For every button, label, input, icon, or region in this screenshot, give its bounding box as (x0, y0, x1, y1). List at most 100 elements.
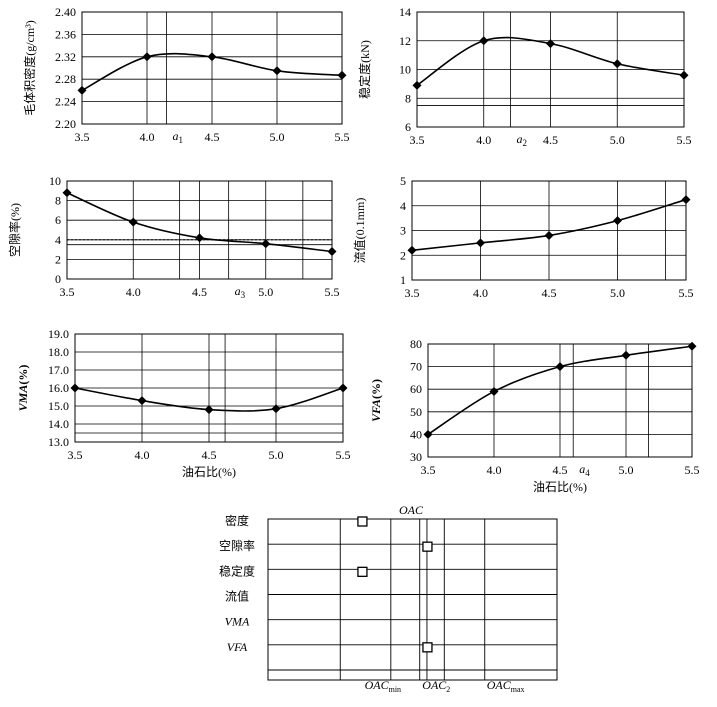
y-tick-label: 14 (399, 5, 411, 19)
marker-label: a2 (516, 132, 527, 148)
oac-row-label: VMA (225, 615, 250, 629)
data-point (476, 238, 485, 248)
y-axis-label: 流值(0.1mm) (352, 198, 367, 264)
y-axis-label: 空隙率(%) (7, 203, 22, 257)
data-point (271, 404, 281, 414)
y-tick-label: 2 (400, 248, 406, 262)
marker-label: a1 (173, 129, 184, 145)
oac-row-label: 空隙率 (219, 538, 255, 553)
y-tick-label: 2 (55, 252, 61, 266)
y-tick-label: 12 (399, 34, 411, 48)
data-point (338, 383, 348, 393)
x-tick-label: 4.5 (553, 463, 568, 477)
data-point (612, 59, 622, 69)
oac-range-box (422, 541, 433, 552)
x-tick-label: 4.5 (202, 448, 217, 462)
vma-chart: 13.0 14.0 15.0 16.0 17.0 18.0 19.0 3.5 4.0 4.5 5.0… (16, 327, 351, 479)
x-tick-label: 4.0 (487, 463, 502, 477)
data-point (195, 233, 204, 243)
oac-row-label: 流值 (225, 589, 249, 604)
data-point (204, 405, 214, 415)
oac-row-label: VFA (227, 640, 248, 654)
data-point (62, 188, 72, 198)
y-tick-label: 18.0 (48, 345, 69, 359)
x-tick-label: 5.0 (610, 133, 625, 147)
data-point (261, 239, 271, 249)
density-chart: 2.20 2.24 2.28 2.32 2.36 2.40 3.5 4.0 4.5 5.0 5.5 毛… (22, 5, 350, 145)
y-tick-label: 30 (410, 450, 422, 464)
oac-row-label: 稳定度 (219, 563, 255, 578)
y-axis-label: VFA(%) (369, 379, 383, 422)
x-tick-label: 4.5 (543, 133, 558, 147)
y-tick-label: 4 (55, 233, 61, 247)
y-tick-label: 40 (410, 427, 422, 441)
x-tick-label: 5.0 (270, 130, 285, 144)
oac-bottom-label: OAC2 (422, 678, 450, 694)
x-tick-label: 3.5 (75, 130, 90, 144)
y-tick-label: 15.0 (48, 399, 69, 413)
y-tick-label: 3 (400, 224, 406, 238)
data-point (423, 429, 433, 439)
x-tick-label: 4.0 (135, 448, 150, 462)
x-tick-label: 5.5 (335, 130, 350, 144)
data-point (272, 66, 282, 76)
x-tick-label: 3.5 (60, 285, 75, 299)
x-tick-label: 5.5 (325, 285, 340, 299)
stability-chart: 6 8 10 12 14 3.5 4.0 4.5 5.0 5.5 稳定度(kN) a2 (357, 5, 692, 148)
oac-row-label: 密度 (225, 513, 249, 528)
air-voids-chart: 0 2 4 6 8 10 3.5 4.0 4.5 5.0 5.5 空隙率(%) a3 (7, 174, 340, 300)
x-tick-label: 4.0 (126, 285, 141, 299)
y-tick-label: 2.32 (55, 50, 76, 64)
data-point (407, 245, 417, 255)
data-point (337, 70, 347, 80)
y-axis-label: VMA(%) (16, 365, 30, 412)
y-tick-label: 0 (55, 272, 61, 286)
y-axis-label: 稳定度(kN) (357, 40, 372, 99)
y-tick-label: 6 (55, 213, 61, 227)
table-frame (267, 518, 558, 681)
x-axis-label: 油石比(%) (182, 465, 236, 479)
y-tick-label: 2.28 (55, 72, 76, 86)
y-axis-label: 毛体积密度(g/cm³) (22, 20, 37, 116)
oac-range-box (422, 642, 433, 653)
data-point (207, 52, 217, 62)
y-tick-label: 80 (410, 337, 422, 351)
y-tick-label: 14.0 (48, 417, 69, 431)
x-tick-label: 5.0 (610, 286, 625, 300)
x-axis-label: 油石比(%) (533, 480, 587, 494)
x-tick-label: 4.5 (542, 286, 557, 300)
data-point (544, 230, 554, 240)
y-tick-label: 2.36 (55, 27, 76, 41)
y-tick-label: 2.40 (55, 5, 76, 19)
data-point (479, 36, 489, 46)
y-tick-label: 8 (55, 194, 61, 208)
y-tick-label: 4 (400, 199, 406, 213)
oac-range-box (357, 516, 368, 527)
x-tick-label: 5.0 (258, 285, 273, 299)
x-tick-label: 4.0 (473, 286, 488, 300)
data-point (128, 217, 138, 227)
y-tick-label: 50 (410, 405, 422, 419)
x-tick-label: 4.5 (205, 130, 220, 144)
data-point (679, 70, 689, 80)
y-tick-label: 8 (405, 91, 411, 105)
y-tick-label: 2.20 (55, 117, 76, 131)
y-tick-label: 10 (399, 63, 411, 77)
x-tick-label: 5.5 (677, 133, 692, 147)
data-point (70, 383, 80, 393)
vfa-chart: 30 40 50 60 70 80 3.5 4.0 4.5 5.0 5.5 VFA(%) 油石比(%) a… (369, 337, 700, 494)
y-tick-label: 5 (400, 174, 406, 188)
y-tick-label: 2.24 (55, 95, 76, 109)
y-tick-label: 60 (410, 382, 422, 396)
x-tick-label: 3.5 (405, 286, 420, 300)
x-tick-label: 3.5 (421, 463, 436, 477)
data-point (555, 362, 565, 372)
x-tick-label: 5.5 (679, 286, 694, 300)
x-tick-label: 5.5 (336, 448, 351, 462)
data-point (412, 80, 422, 90)
x-tick-label: 4.5 (192, 285, 207, 299)
data-point (327, 247, 337, 257)
y-tick-label: 13.0 (48, 435, 69, 449)
